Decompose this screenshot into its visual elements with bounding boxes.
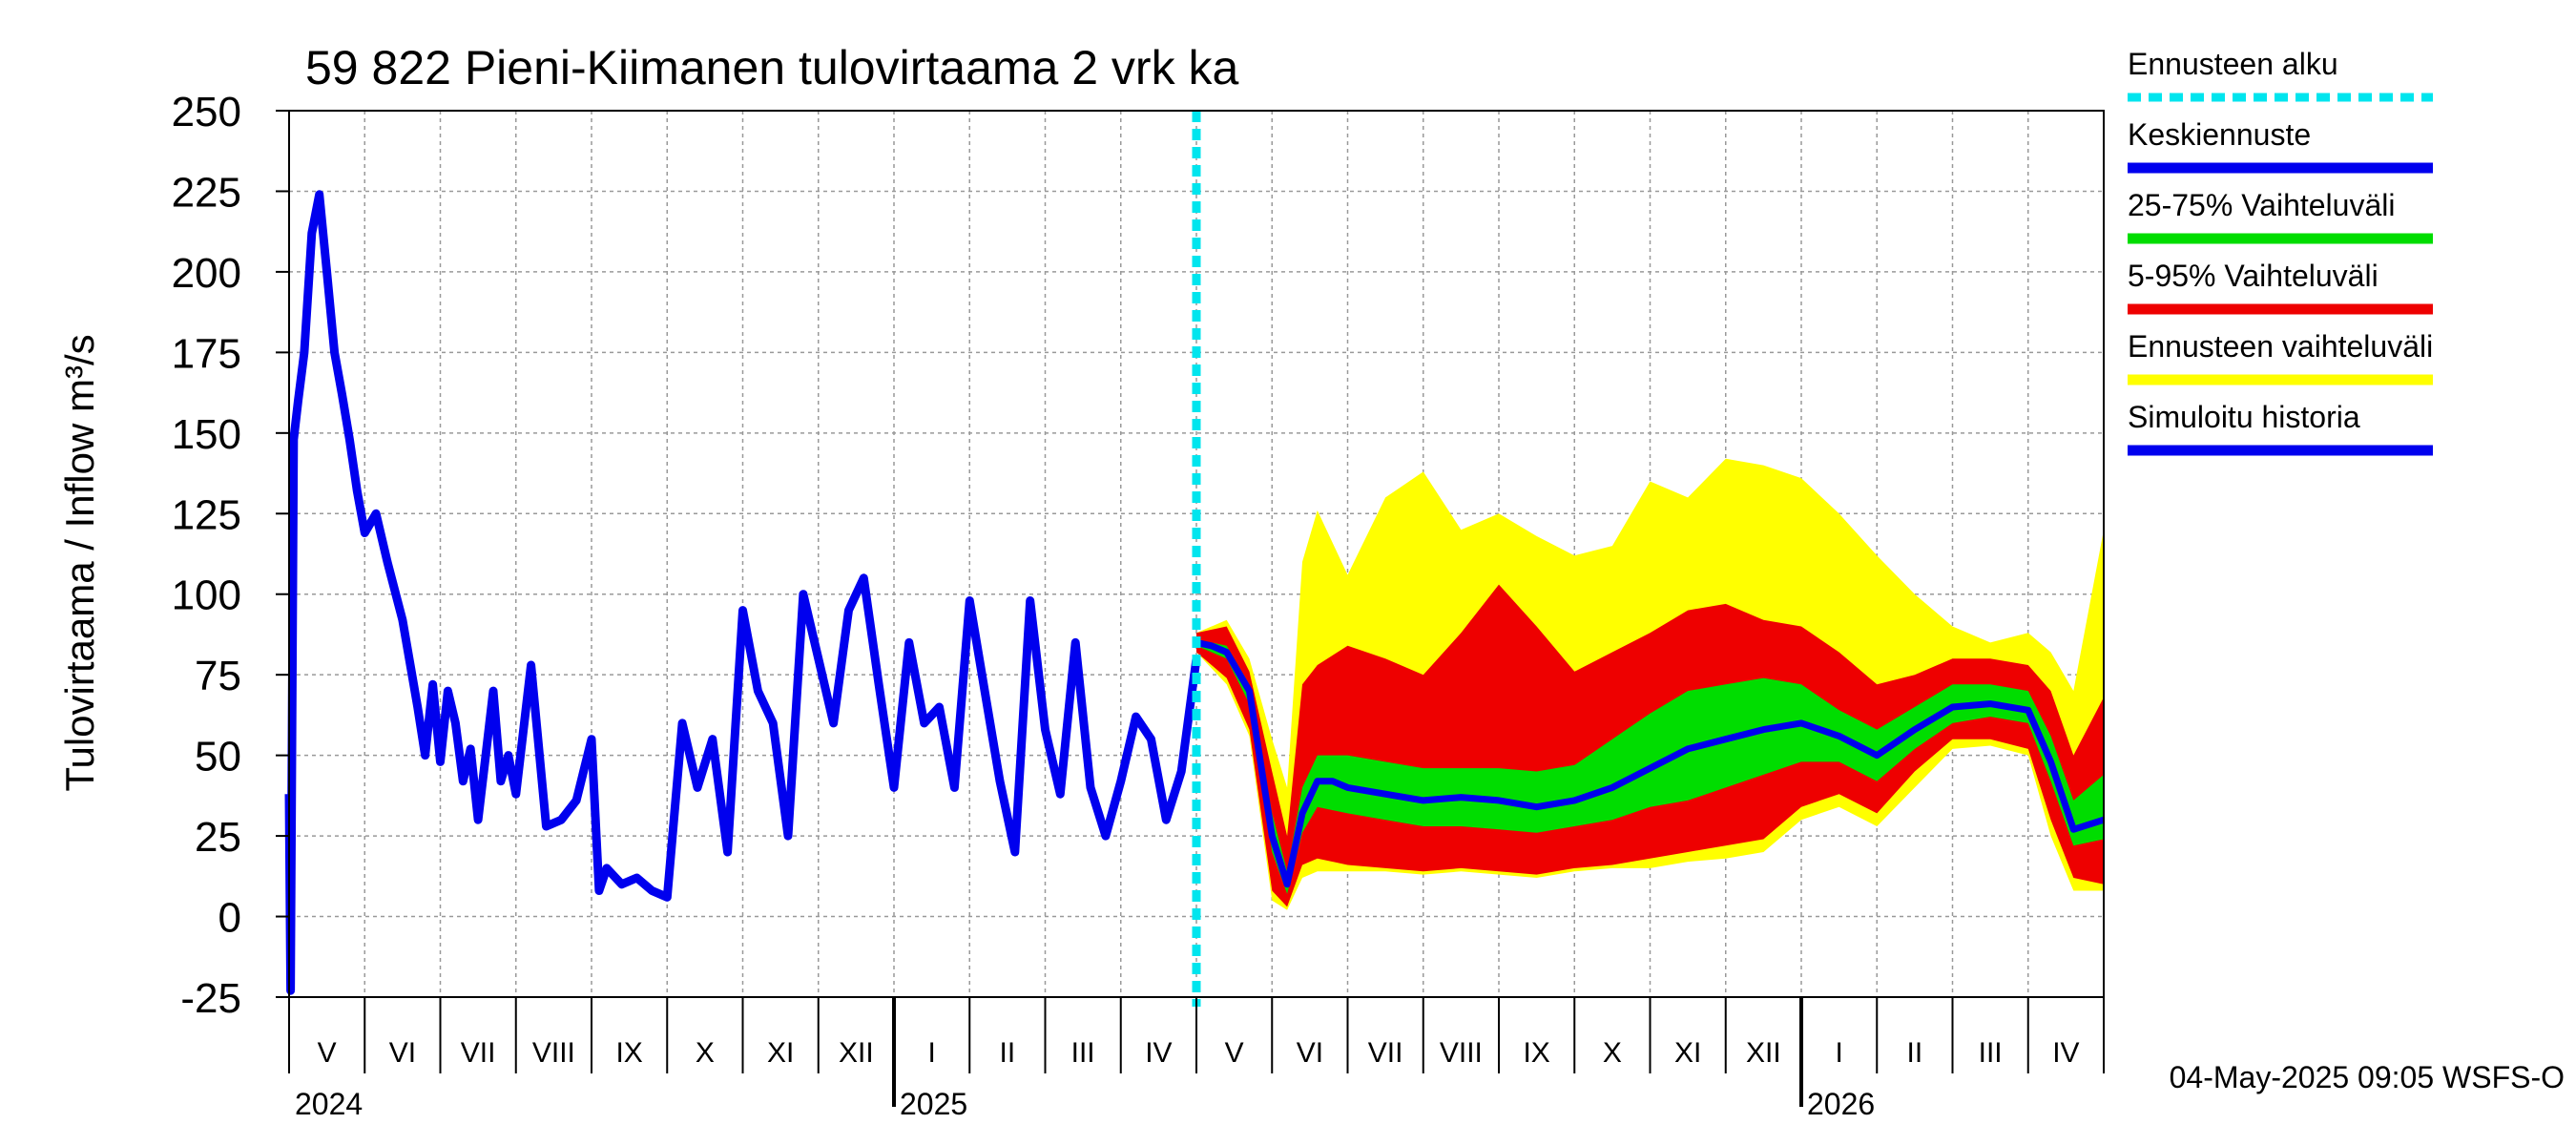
- month-label: XII: [1746, 1037, 1781, 1069]
- year-label: 2024: [295, 1087, 363, 1121]
- month-label: VII: [1368, 1037, 1403, 1069]
- y-axis-label: Tulovirtaama / Inflow m³/s: [57, 334, 102, 791]
- month-label: XI: [1674, 1037, 1701, 1069]
- legend: Ennusteen alku Keskiennuste 25-75% Vaihtel…: [2128, 47, 2433, 456]
- month-label: VIII: [532, 1037, 575, 1069]
- month-label: I: [1835, 1037, 1842, 1069]
- month-label: IV: [1145, 1037, 1172, 1069]
- month-label: VIII: [1440, 1037, 1483, 1069]
- y-tick-label: 50: [195, 734, 241, 781]
- y-tick-label: 175: [172, 330, 241, 377]
- year-label: 2025: [900, 1087, 967, 1121]
- timestamp: 04-May-2025 09:05 WSFS-O: [2170, 1060, 2565, 1094]
- y-tick-label: -25: [180, 975, 241, 1022]
- month-label: X: [696, 1037, 715, 1069]
- chart-title: 59 822 Pieni-Kiimanen tulovirtaama 2 vrk…: [305, 41, 1238, 94]
- legend-label: Keskiennuste: [2128, 117, 2311, 152]
- legend-item: Keskiennuste: [2128, 117, 2433, 174]
- y-tick-label: 0: [218, 895, 241, 942]
- month-label: XI: [767, 1037, 794, 1069]
- y-tick-label: 250: [172, 89, 241, 135]
- legend-item: 25-75% Vaihteluväli: [2128, 188, 2433, 244]
- legend-label: Simuloitu historia: [2128, 400, 2360, 434]
- y-tick-label: 225: [172, 169, 241, 216]
- forecast-bands: [1196, 458, 2104, 910]
- legend-label: Ennusteen alku: [2128, 47, 2338, 81]
- legend-label: 25-75% Vaihteluväli: [2128, 188, 2395, 222]
- month-label: II: [1907, 1037, 1923, 1069]
- month-label: VII: [461, 1037, 496, 1069]
- month-label: III: [1979, 1037, 2003, 1069]
- series-lines: [284, 111, 2106, 1007]
- y-tick-label: 100: [172, 572, 241, 619]
- y-tick-label: 25: [195, 814, 241, 861]
- x-axis: V VI VII VIII IX X XI XII I II III IV V VI VII VIII IX X X…: [288, 997, 2105, 1121]
- month-label: I: [927, 1037, 935, 1069]
- legend-item: Simuloitu historia: [2128, 400, 2433, 456]
- month-label: X: [1603, 1037, 1622, 1069]
- month-label: IX: [615, 1037, 642, 1069]
- year-label: 2026: [1807, 1087, 1875, 1121]
- month-label: II: [1000, 1037, 1016, 1069]
- y-tick-label: 125: [172, 491, 241, 538]
- legend-item: Ennusteen alku: [2128, 47, 2433, 102]
- legend-item: Ennusteen vaihteluväli: [2128, 329, 2433, 385]
- simulated-history-line: [284, 190, 1201, 995]
- month-label: V: [1225, 1037, 1244, 1069]
- legend-label: 5-95% Vaihteluväli: [2128, 259, 2379, 293]
- month-label: V: [318, 1037, 337, 1069]
- month-label: IV: [2052, 1037, 2079, 1069]
- month-label: VI: [389, 1037, 416, 1069]
- month-label: III: [1071, 1037, 1095, 1069]
- y-axis: -25 0 25 50 75 100 125 150 175 200 225 250: [172, 89, 289, 1022]
- month-label: IX: [1523, 1037, 1549, 1069]
- y-tick-label: 75: [195, 653, 241, 699]
- month-label: VI: [1297, 1037, 1323, 1069]
- legend-item: 5-95% Vaihteluväli: [2128, 259, 2433, 315]
- month-label: XII: [839, 1037, 874, 1069]
- median-forecast-line: [1195, 638, 2106, 888]
- y-tick-label: 200: [172, 250, 241, 297]
- y-tick-label: 150: [172, 411, 241, 458]
- legend-label: Ennusteen vaihteluväli: [2128, 329, 2433, 364]
